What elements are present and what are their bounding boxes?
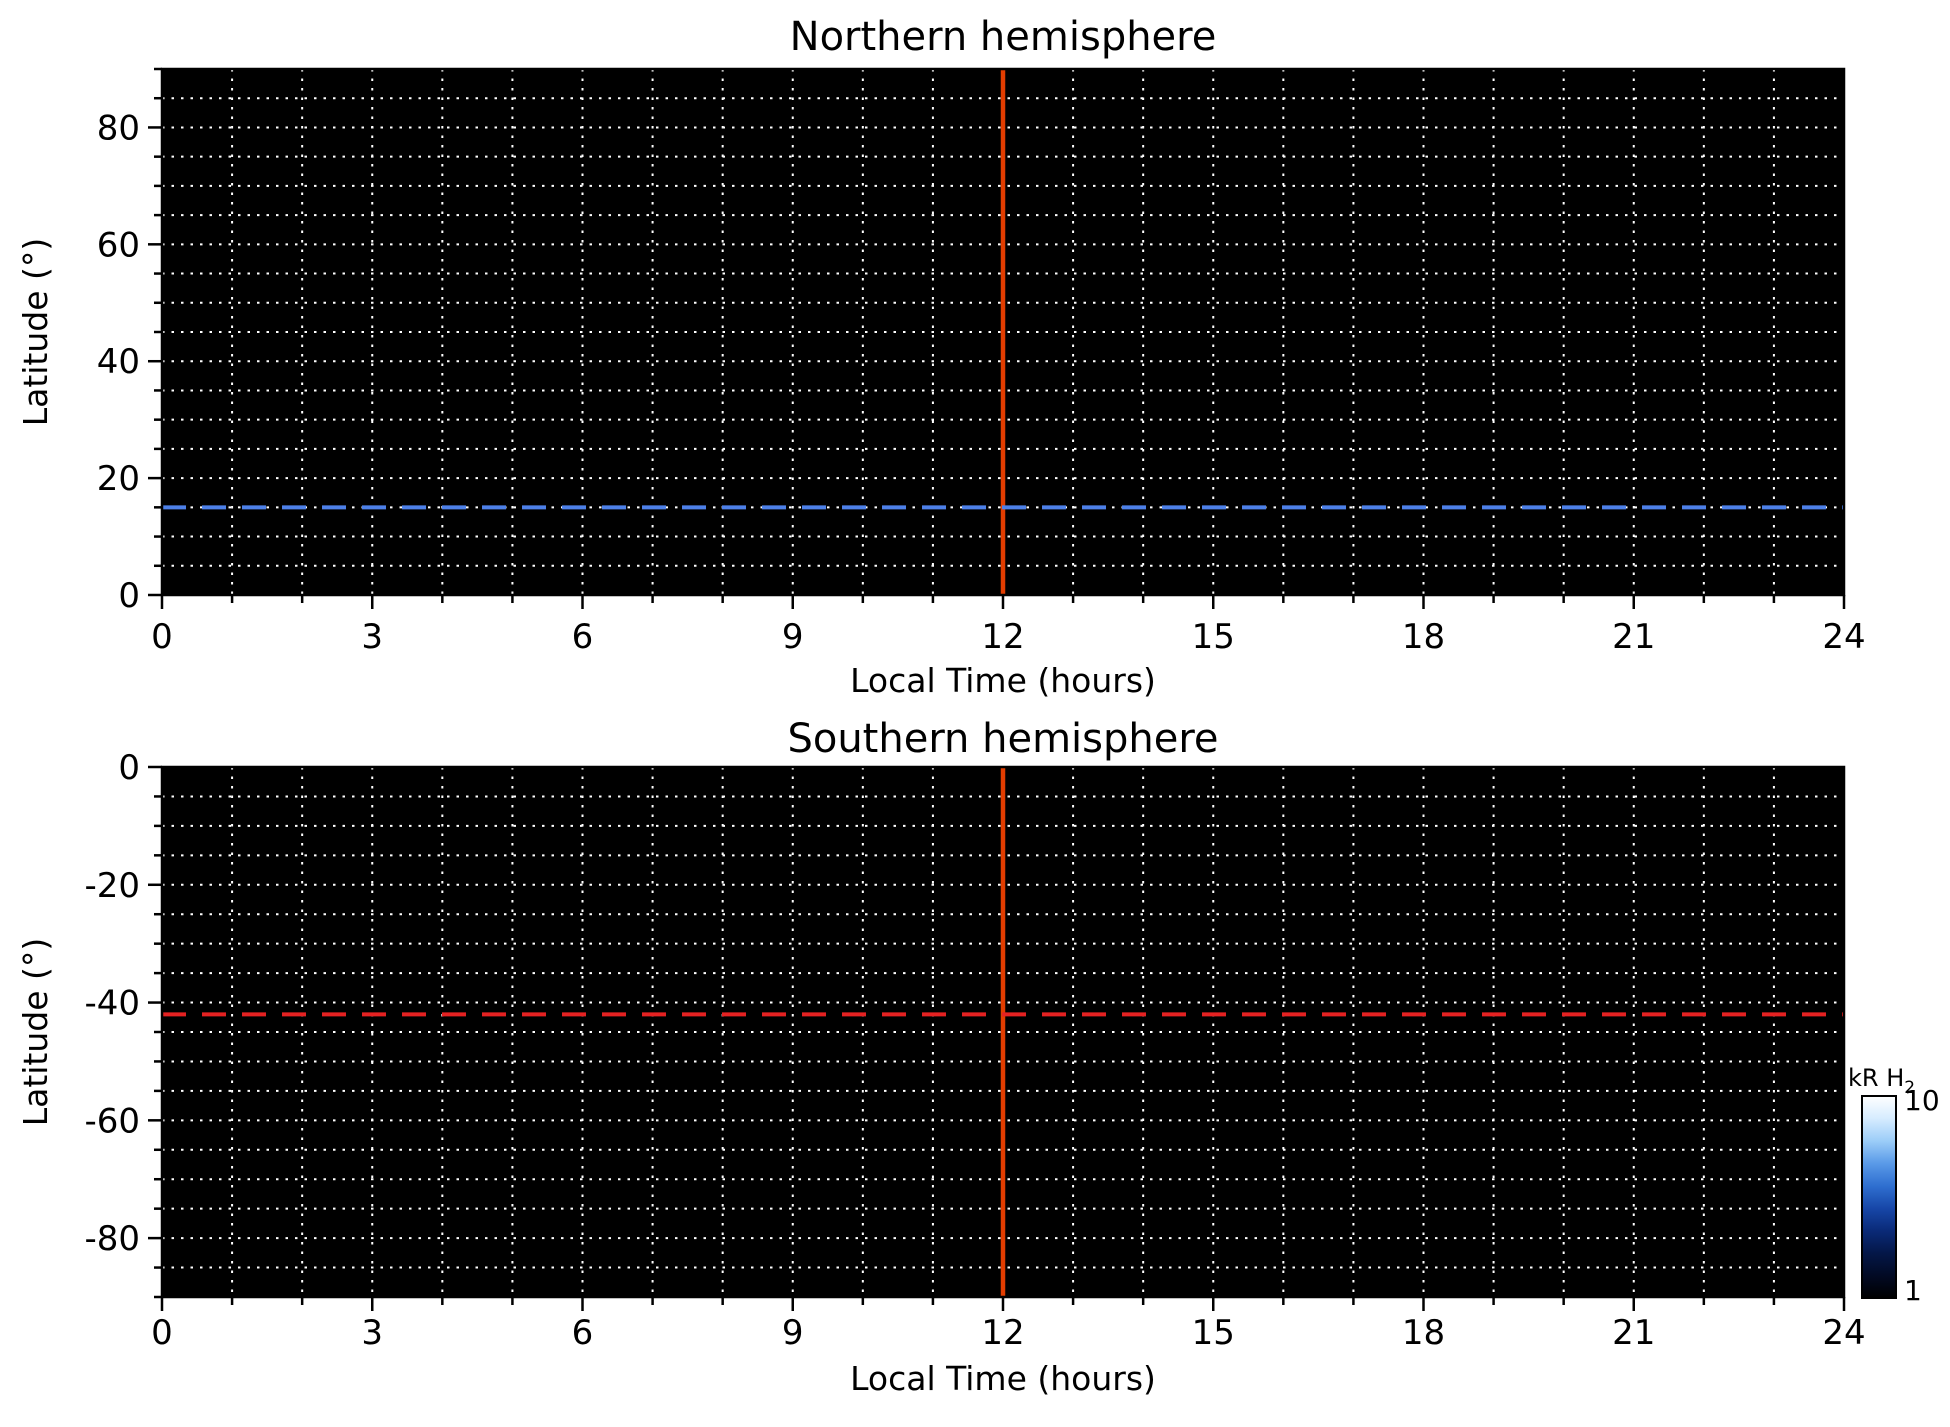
y-tick-label: -60: [84, 1101, 140, 1141]
x-tick-label: 24: [1822, 1313, 1865, 1353]
y-tick-label: 40: [97, 342, 140, 382]
x-tick-label: 6: [572, 1313, 594, 1353]
colorbar-title-subscript: 2: [1904, 1078, 1915, 1098]
x-tick-label: 21: [1612, 617, 1655, 657]
x-tick-label: 6: [572, 617, 594, 657]
x-tick-label: 12: [981, 617, 1024, 657]
x-tick-label: 0: [151, 617, 173, 657]
north-xaxis-label: Local Time (hours): [850, 661, 1156, 700]
colorbar: 10 1: [1861, 1084, 1940, 1307]
colorbar-bar: [1861, 1095, 1897, 1299]
x-tick-label: 15: [1192, 1313, 1235, 1353]
north-panel: 0 3 6 9 12 15 18 21 24 0 20 40 60 80: [97, 67, 1866, 657]
y-tick-label: 20: [97, 459, 140, 499]
south-yaxis-label: Latitude (°): [16, 938, 55, 1127]
colorbar-min-label: 1: [1904, 1274, 1922, 1307]
x-tick-label: 9: [782, 1313, 804, 1353]
x-tick-label: 3: [361, 1313, 383, 1353]
colorbar-max-label: 10: [1904, 1084, 1940, 1117]
x-tick-label: 15: [1192, 617, 1235, 657]
y-tick-label: -40: [84, 984, 140, 1024]
y-tick-label: -80: [84, 1219, 140, 1259]
x-tick-label: 24: [1822, 617, 1865, 657]
x-tick-label: 0: [151, 1313, 173, 1353]
south-xaxis-label: Local Time (hours): [850, 1359, 1156, 1398]
y-tick-label: 80: [97, 108, 140, 148]
north-title: Northern hemisphere: [790, 14, 1217, 60]
x-tick-label: 21: [1612, 1313, 1655, 1353]
north-yaxis-label: Latitude (°): [16, 238, 55, 427]
y-tick-label: 0: [118, 748, 140, 788]
y-tick-label: 0: [118, 576, 140, 616]
x-tick-label: 9: [782, 617, 804, 657]
x-tick-label: 12: [981, 1313, 1024, 1353]
x-tick-label: 18: [1402, 1313, 1445, 1353]
x-tick-label: 3: [361, 617, 383, 657]
colorbar-title: kR H2: [1848, 1064, 1915, 1098]
x-tick-label: 18: [1402, 617, 1445, 657]
south-panel: 0 3 6 9 12 15 18 21 24 0 -20 -40 -60 -80: [84, 748, 1865, 1353]
south-title: Southern hemisphere: [787, 716, 1218, 762]
colorbar-title-main: kR H: [1848, 1064, 1904, 1092]
y-tick-label: -20: [84, 866, 140, 906]
y-tick-label: 60: [97, 225, 140, 265]
